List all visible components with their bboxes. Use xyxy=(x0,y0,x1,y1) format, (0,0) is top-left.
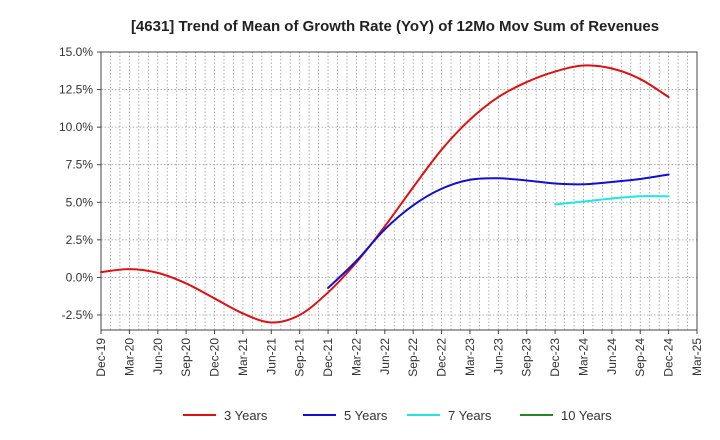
x-tick-label: Mar-21 xyxy=(236,338,250,376)
x-tick-label: Dec-24 xyxy=(662,338,676,377)
x-tick-label: Dec-23 xyxy=(548,338,562,377)
y-tick-label: 12.5% xyxy=(59,83,93,97)
x-tick-label: Mar-22 xyxy=(349,338,363,376)
grid xyxy=(101,52,697,330)
y-tick-label: 15.0% xyxy=(59,45,93,59)
x-tick-label: Dec-19 xyxy=(94,338,108,377)
x-tick-label: Dec-20 xyxy=(208,338,222,377)
legend-label-7-years: 7 Years xyxy=(448,408,492,423)
series-line-3-years xyxy=(100,64,670,324)
chart-title: [4631] Trend of Mean of Growth Rate (YoY… xyxy=(131,18,659,35)
y-tick-label: 7.5% xyxy=(66,158,94,172)
series-line-5-years xyxy=(327,173,670,289)
x-tick-label: Mar-23 xyxy=(463,338,477,376)
y-tick-label: -2.5% xyxy=(62,308,94,322)
y-tick-label: 5.0% xyxy=(66,195,94,209)
x-tick-label: Jun-21 xyxy=(264,338,278,375)
x-tick-label: Sep-22 xyxy=(406,338,420,377)
x-axis: Dec-19 Mar-20 Jun-20 Sep-20 Dec-20 Mar-21 Jun-… xyxy=(94,330,704,377)
legend-label-10-years: 10 Years xyxy=(561,408,612,423)
y-axis: -2.5% 0.0% 2.5% 5.0% 7.5% 10.0% 12.5% 15.0% xyxy=(59,45,101,322)
x-tick-label: Sep-23 xyxy=(520,338,534,377)
y-tick-label: 0.0% xyxy=(66,270,94,284)
x-tick-label: Jun-24 xyxy=(605,338,619,375)
x-tick-label: Mar-20 xyxy=(122,338,136,376)
x-tick-label: Mar-24 xyxy=(576,338,590,376)
legend: 3 Years 5 Years 7 Years 10 Years xyxy=(183,408,612,423)
series-line-7-years xyxy=(554,195,670,206)
y-tick-label: 2.5% xyxy=(66,233,94,247)
x-tick-label: Jun-22 xyxy=(378,338,392,375)
x-tick-label: Sep-24 xyxy=(633,338,647,377)
x-tick-label: Sep-20 xyxy=(179,338,193,377)
series-lines xyxy=(100,64,670,324)
y-tick-label: 10.0% xyxy=(59,120,93,134)
x-tick-label: Mar-25 xyxy=(690,338,704,376)
x-tick-label: Sep-21 xyxy=(293,338,307,377)
x-tick-label: Dec-22 xyxy=(435,338,449,377)
x-tick-label: Jun-23 xyxy=(491,338,505,375)
x-tick-label: Jun-20 xyxy=(151,338,165,375)
legend-label-5-years: 5 Years xyxy=(344,408,388,423)
plot-frame xyxy=(100,51,698,331)
legend-label-3-years: 3 Years xyxy=(224,408,268,423)
x-tick-label: Dec-21 xyxy=(321,338,335,377)
